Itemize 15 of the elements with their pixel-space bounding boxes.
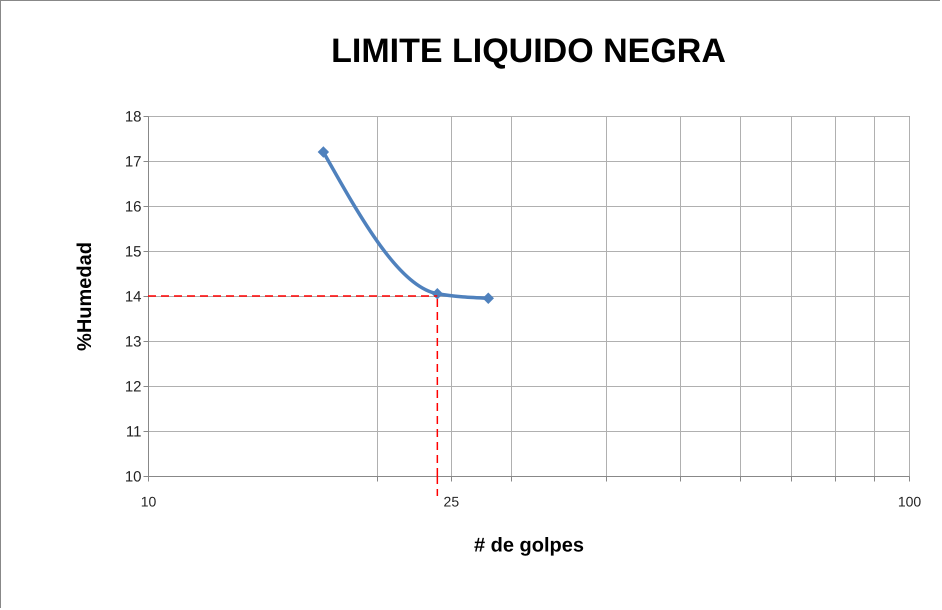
y-axis-title: %Humedad [74, 242, 96, 351]
x-tick-label: 100 [898, 494, 922, 510]
x-axis-title: # de golpes [474, 534, 584, 556]
y-tick-label: 17 [124, 154, 142, 170]
y-tick-label: 11 [126, 424, 142, 440]
y-tick-label: 10 [124, 468, 142, 486]
y-tick-label: 12 [124, 378, 142, 396]
y-tick-label: 18 [124, 108, 142, 126]
y-tick-label: 13 [124, 334, 142, 350]
y-tick-label: 14 [124, 288, 142, 306]
x-tick-label: 25 [444, 494, 460, 510]
chart-title: LIMITE LIQUIDO NEGRA [331, 32, 726, 70]
x-tick-label: 10 [140, 494, 156, 510]
y-tick-label: 16 [124, 198, 142, 216]
y-tick-label: 15 [124, 244, 142, 260]
